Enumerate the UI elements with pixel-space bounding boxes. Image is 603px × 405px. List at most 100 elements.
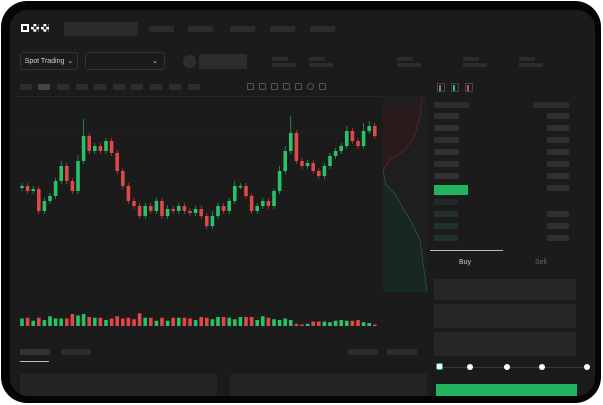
nav-item[interactable]: [149, 26, 174, 32]
amount-slider[interactable]: [440, 367, 588, 368]
volume-bar: [333, 320, 338, 326]
timeframe-button[interactable]: [150, 84, 162, 90]
candle: [126, 186, 131, 201]
toolbar-divider: [15, 96, 385, 97]
volume-bar: [25, 317, 30, 326]
candle: [361, 131, 366, 146]
candle: [289, 133, 293, 151]
fullscreen-icon[interactable]: [319, 83, 326, 90]
candle: [205, 216, 209, 226]
timeframe-button[interactable]: [131, 84, 143, 90]
candle: [283, 151, 287, 171]
volume-bar: [350, 320, 355, 326]
orderbook-header: [434, 102, 469, 108]
pair-select[interactable]: ⌄: [85, 52, 165, 70]
volume-bar: [283, 318, 287, 326]
buy-button[interactable]: [436, 384, 577, 396]
volume-bar: [160, 317, 164, 326]
timeframe-button[interactable]: [94, 84, 106, 90]
candle: [367, 126, 371, 131]
slider-step-50[interactable]: [504, 364, 510, 370]
bid-price: [434, 211, 458, 217]
volume-bar: [367, 323, 371, 326]
bid-price: [434, 235, 458, 241]
timeframe-button[interactable]: [20, 84, 32, 90]
market-select[interactable]: Spot Trading ⌄: [20, 52, 78, 70]
volume-bar: [221, 317, 226, 326]
volume-bar: [70, 314, 75, 326]
depth-bids-area: [383, 170, 427, 292]
candle: [98, 146, 103, 151]
volume-bar: [132, 319, 136, 326]
timeframe-button[interactable]: [113, 84, 125, 90]
candle: [277, 171, 282, 191]
nav-item[interactable]: [310, 26, 335, 32]
search-bar[interactable]: [64, 22, 138, 36]
mid-price-bar[interactable]: [434, 185, 468, 195]
timeframe-button[interactable]: [57, 84, 69, 90]
nav-item[interactable]: [188, 26, 213, 32]
bottom-tab-orders[interactable]: [20, 349, 50, 355]
timeframe-button[interactable]: [38, 84, 50, 90]
stat-label: [519, 57, 535, 61]
total-input[interactable]: [434, 332, 576, 356]
ask-price: [434, 137, 459, 143]
ask-price: [434, 113, 459, 119]
indicator-icon[interactable]: [247, 83, 254, 90]
nav-item[interactable]: [270, 26, 295, 32]
bottom-tab-history[interactable]: [61, 349, 91, 355]
volume-bar: [48, 316, 52, 326]
volume-bar: [255, 320, 259, 326]
settings-icon[interactable]: [307, 83, 314, 90]
candlestick-chart[interactable]: [10, 10, 595, 396]
candle: [160, 201, 164, 216]
volume-bar: [154, 320, 159, 326]
volume-bar: [328, 322, 332, 326]
volume-bar: [59, 318, 63, 326]
orderbook-bids-icon[interactable]: [451, 83, 459, 92]
candle: [261, 201, 265, 206]
trade-tab-indicator: [430, 250, 503, 251]
slider-handle[interactable]: [436, 363, 443, 370]
volume-bar: [188, 318, 192, 326]
bid-price: [434, 199, 458, 205]
amount-input[interactable]: [434, 304, 576, 328]
stat-label: [309, 57, 325, 61]
candle: [104, 141, 108, 151]
draw-icon[interactable]: [259, 83, 266, 90]
volume-bar: [305, 323, 310, 326]
timeframe-button[interactable]: [76, 84, 88, 90]
pair-name: [199, 54, 247, 69]
candle: [345, 131, 349, 146]
candle: [294, 133, 299, 161]
bottom-action[interactable]: [387, 349, 417, 355]
orderbook-both-icon[interactable]: [437, 83, 445, 92]
candle: [76, 161, 80, 191]
okx-logo: [21, 24, 49, 32]
line-icon[interactable]: [271, 83, 278, 90]
tab-sell[interactable]: Sell: [535, 259, 547, 266]
bottom-action[interactable]: [348, 349, 378, 355]
candle: [31, 189, 35, 191]
stat-label: [397, 57, 413, 61]
slider-step-100[interactable]: [584, 364, 590, 370]
candle: [149, 206, 153, 211]
candle: [373, 126, 377, 136]
timeframe-button[interactable]: [188, 84, 200, 90]
slider-step-75[interactable]: [539, 364, 545, 370]
orderbook-asks-icon[interactable]: [465, 83, 473, 92]
bottom-tab-indicator: [20, 361, 49, 362]
camera-icon[interactable]: [295, 83, 302, 90]
nav-item[interactable]: [230, 26, 255, 32]
price-input[interactable]: [434, 279, 576, 300]
timeframe-button[interactable]: [169, 84, 181, 90]
bid-price: [434, 223, 458, 229]
ruler-icon[interactable]: [283, 83, 290, 90]
tab-buy[interactable]: Buy: [459, 259, 472, 266]
slider-step-25[interactable]: [467, 364, 473, 370]
volume-bar: [20, 318, 24, 326]
volume-bar: [193, 320, 198, 326]
volume-bar: [165, 320, 170, 326]
candle: [48, 196, 52, 201]
